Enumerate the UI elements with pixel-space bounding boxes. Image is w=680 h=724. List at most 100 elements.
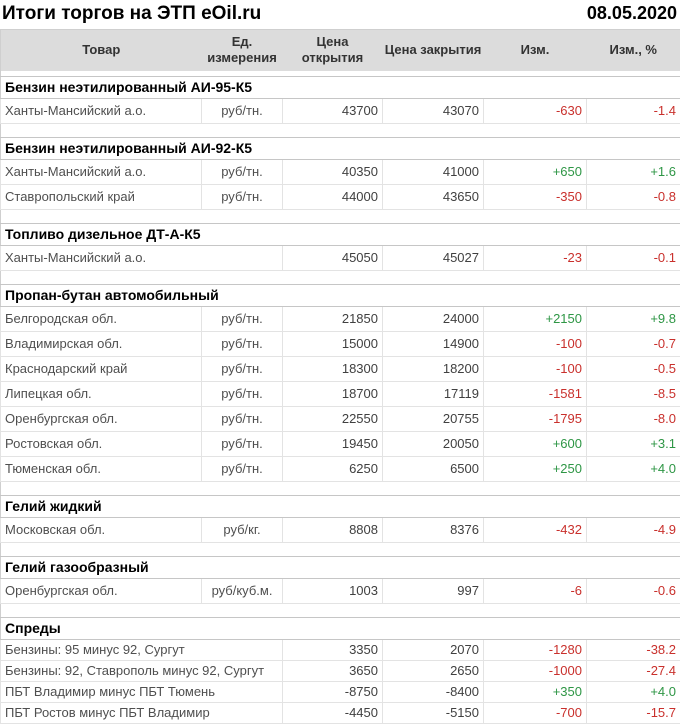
change-cell: -350	[484, 184, 587, 209]
spacer-row	[1, 603, 680, 617]
spacer-row	[1, 209, 680, 223]
unit-cell: руб/тн.	[202, 184, 283, 209]
change-pct-cell: -1.4	[587, 98, 680, 123]
close-price-cell: 6500	[383, 456, 484, 481]
unit-cell: руб/тн.	[202, 406, 283, 431]
group-header-row: Пропан-бутан автомобильный	[1, 284, 680, 306]
open-price-cell: 19450	[283, 431, 383, 456]
product-cell: Ставропольский край	[1, 184, 202, 209]
open-price-cell: 44000	[283, 184, 383, 209]
close-price-cell: 17119	[383, 381, 484, 406]
open-price-cell: 22550	[283, 406, 383, 431]
product-cell: Ханты-Мансийский а.о.	[1, 159, 202, 184]
change-pct-cell: +4.0	[587, 456, 680, 481]
open-price-cell: 15000	[283, 331, 383, 356]
unit-cell: руб/тн.	[202, 431, 283, 456]
change-pct-cell: -38.2	[587, 639, 680, 660]
product-cell: Бензины: 95 минус 92, Сургут	[1, 639, 283, 660]
close-price-cell: 20050	[383, 431, 484, 456]
change-cell: +250	[484, 456, 587, 481]
change-pct-cell: +3.1	[587, 431, 680, 456]
col-header-change_pct: Изм., %	[587, 30, 680, 71]
product-cell: Московская обл.	[1, 517, 202, 542]
group-name: Бензин неэтилированный АИ-95-К5	[1, 76, 680, 98]
product-cell: Владимирская обл.	[1, 331, 202, 356]
product-cell: Белгородская обл.	[1, 306, 202, 331]
change-pct-cell: -0.7	[587, 331, 680, 356]
open-price-cell: 3350	[283, 639, 383, 660]
change-pct-cell: +4.0	[587, 681, 680, 702]
change-cell: +650	[484, 159, 587, 184]
change-cell: -23	[484, 245, 587, 270]
change-cell: +350	[484, 681, 587, 702]
close-price-cell: 14900	[383, 331, 484, 356]
table-row: ПБТ Ростов минус ПБТ Владимир-4450-5150-…	[1, 702, 680, 723]
open-price-cell: 45050	[283, 245, 383, 270]
unit-cell: руб/тн.	[202, 356, 283, 381]
product-cell: Краснодарский край	[1, 356, 202, 381]
change-pct-cell: -15.7	[587, 702, 680, 723]
table-row: Бензины: 92, Ставрополь минус 92, Сургут…	[1, 660, 680, 681]
change-pct-cell: -0.8	[587, 184, 680, 209]
report-date: 08.05.2020	[587, 3, 677, 24]
close-price-cell: 18200	[383, 356, 484, 381]
close-price-cell: 20755	[383, 406, 484, 431]
product-cell: Липецкая обл.	[1, 381, 202, 406]
open-price-cell: -8750	[283, 681, 383, 702]
group-name: Гелий газообразный	[1, 556, 680, 578]
close-price-cell: 43070	[383, 98, 484, 123]
product-cell: Тюменская обл.	[1, 456, 202, 481]
unit-cell: руб/тн.	[202, 98, 283, 123]
open-price-cell: 1003	[283, 578, 383, 603]
close-price-cell: 24000	[383, 306, 484, 331]
col-header-unit: Ед. измерения	[202, 30, 283, 71]
product-cell: ПБТ Ростов минус ПБТ Владимир	[1, 702, 283, 723]
change-cell: -630	[484, 98, 587, 123]
unit-cell: руб/тн.	[202, 456, 283, 481]
unit-cell: руб/тн.	[202, 331, 283, 356]
group-header-row: Гелий газообразный	[1, 556, 680, 578]
group-name: Спреды	[1, 617, 680, 639]
close-price-cell: 997	[383, 578, 484, 603]
change-cell: -432	[484, 517, 587, 542]
group-header-row: Бензин неэтилированный АИ-95-К5	[1, 76, 680, 98]
product-cell: Ханты-Мансийский а.о.	[1, 98, 202, 123]
change-pct-cell: -4.9	[587, 517, 680, 542]
open-price-cell: 8808	[283, 517, 383, 542]
product-cell: Оренбургская обл.	[1, 578, 202, 603]
change-cell: -1000	[484, 660, 587, 681]
unit-cell: руб/тн.	[202, 306, 283, 331]
spacer-row	[1, 270, 680, 284]
group-header-row: Топливо дизельное ДТ-А-К5	[1, 223, 680, 245]
close-price-cell: 41000	[383, 159, 484, 184]
change-cell: +2150	[484, 306, 587, 331]
spacer-row	[1, 542, 680, 556]
change-cell: -1795	[484, 406, 587, 431]
change-pct-cell: -0.1	[587, 245, 680, 270]
product-cell: Бензины: 92, Ставрополь минус 92, Сургут	[1, 660, 283, 681]
title-bar: Итоги торгов на ЭТП eOil.ru 08.05.2020	[0, 0, 680, 29]
change-pct-cell: +9.8	[587, 306, 680, 331]
open-price-cell: 6250	[283, 456, 383, 481]
change-pct-cell: -8.5	[587, 381, 680, 406]
page-title: Итоги торгов на ЭТП eOil.ru	[2, 3, 261, 25]
change-pct-cell: -0.6	[587, 578, 680, 603]
change-pct-cell: -8.0	[587, 406, 680, 431]
change-cell: -1581	[484, 381, 587, 406]
spacer-row	[1, 123, 680, 137]
